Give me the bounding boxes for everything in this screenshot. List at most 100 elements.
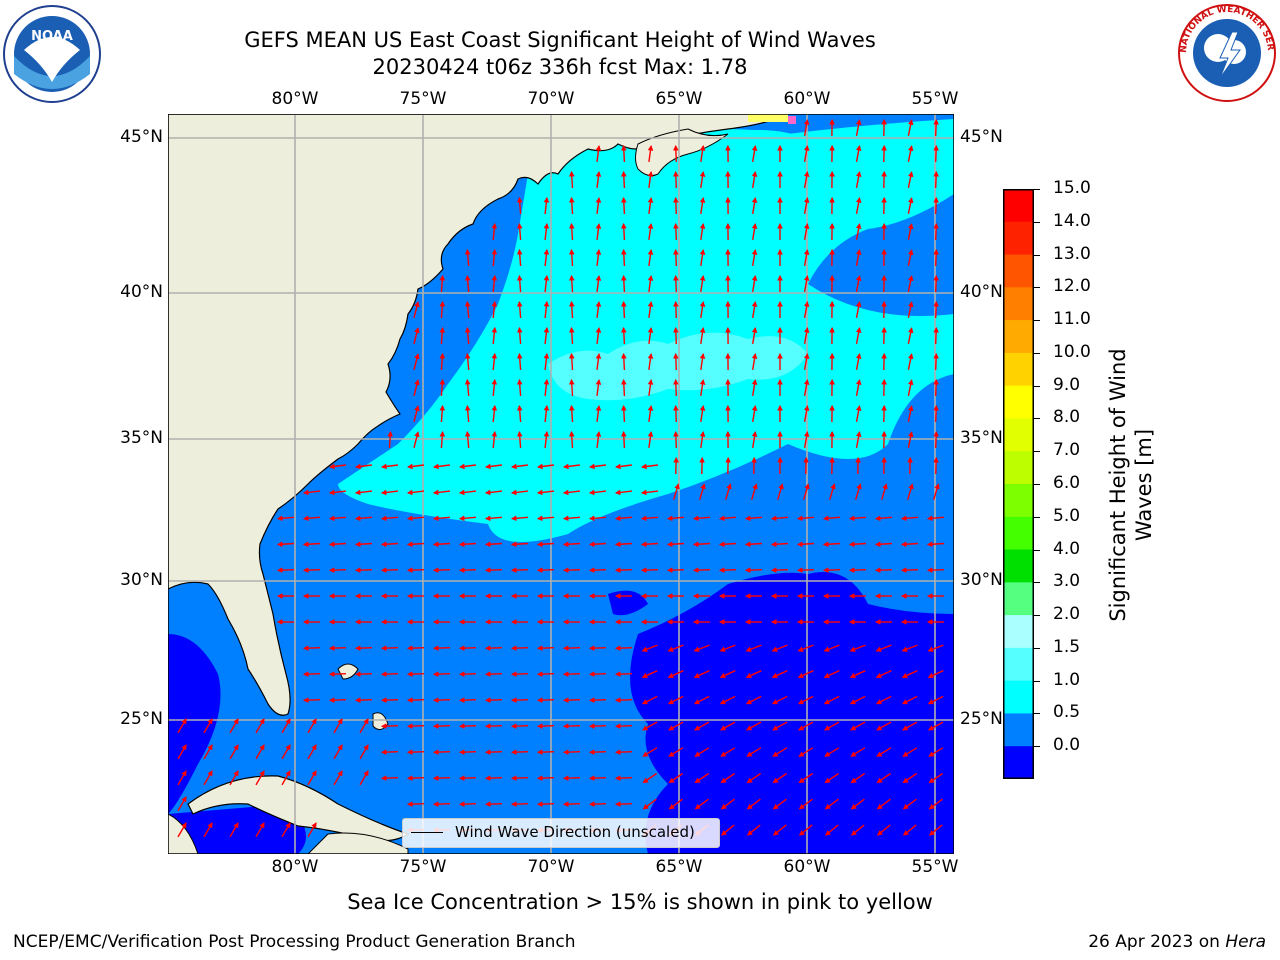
- lon-label-top: 80°W: [271, 89, 319, 109]
- wave-direction-arrow: [543, 404, 550, 423]
- wave-direction-arrow: [902, 824, 917, 836]
- wave-direction-arrow: [668, 772, 683, 784]
- wave-direction-arrow: [464, 326, 471, 345]
- wave-direction-arrow: [933, 378, 939, 397]
- wave-direction-arrow: [673, 222, 679, 241]
- wave-direction-arrow: [458, 489, 477, 496]
- wave-direction-arrow: [933, 326, 939, 345]
- lon-label-top: 60°W: [783, 89, 831, 109]
- colorbar-tick-label: 1.0: [1053, 669, 1081, 690]
- wave-direction-arrow: [333, 770, 343, 786]
- wave-direction-arrow: [744, 515, 763, 522]
- wave-direction-arrow: [751, 248, 758, 267]
- wave-direction-arrow: [302, 697, 321, 703]
- map-legend: Wind Wave Direction (unscaled): [402, 818, 720, 848]
- wave-direction-arrow: [516, 352, 523, 371]
- wave-direction-arrow: [543, 222, 550, 241]
- wave-direction-arrow: [588, 541, 607, 548]
- colorbar-tick-label: 3.0: [1053, 571, 1081, 592]
- colorbar: [1003, 189, 1034, 780]
- wave-direction-arrow: [798, 798, 813, 810]
- wave-direction-arrow: [621, 248, 627, 267]
- wave-direction-arrow: [484, 463, 502, 470]
- wave-direction-arrow: [614, 775, 633, 781]
- wave-direction-arrow: [328, 645, 347, 651]
- wave-direction-arrow: [255, 822, 265, 838]
- wave-direction-arrow: [797, 695, 814, 705]
- wave-direction-arrow: [484, 645, 503, 651]
- wave-direction-arrow: [876, 721, 892, 731]
- wave-direction-arrow: [432, 645, 451, 651]
- wave-direction-arrow: [933, 118, 939, 137]
- wave-direction-arrow: [855, 144, 862, 163]
- wave-direction-arrow: [229, 770, 239, 786]
- wave-direction-arrow: [516, 326, 523, 345]
- wave-direction-arrow: [406, 697, 425, 703]
- wave-direction-arrow: [387, 430, 394, 449]
- wave-direction-arrow: [902, 798, 917, 810]
- wave-direction-arrow: [745, 670, 762, 679]
- wave-direction-arrow: [902, 747, 918, 757]
- wave-direction-arrow: [673, 196, 679, 215]
- wave-direction-arrow: [621, 144, 627, 163]
- wave-direction-arrow: [328, 515, 347, 522]
- chart-subtitle: 20230424 t06z 336h fcst Max: 1.78: [372, 55, 748, 79]
- wave-direction-arrow: [673, 170, 679, 189]
- wave-direction-arrow: [928, 824, 943, 836]
- wave-direction-arrow: [907, 431, 914, 448]
- wave-direction-arrow: [933, 430, 939, 449]
- wave-direction-arrow: [595, 378, 602, 396]
- wave-direction-arrow: [458, 775, 477, 781]
- wave-direction-arrow: [491, 352, 498, 371]
- wave-direction-arrow: [406, 723, 425, 729]
- wave-direction-arrow: [255, 718, 265, 734]
- colorbar-tick-mark: [1034, 582, 1040, 584]
- wave-direction-arrow: [439, 352, 446, 371]
- colorbar-tick-label: 5.0: [1053, 505, 1081, 526]
- wave-direction-arrow: [458, 749, 477, 755]
- wave-direction-arrow: [647, 430, 654, 448]
- colorbar-tick-label: 11.0: [1053, 309, 1091, 330]
- footer-left: NCEP/EMC/Verification Post Processing Pr…: [13, 932, 576, 952]
- wave-direction-arrow: [823, 670, 840, 679]
- wave-direction-arrow: [568, 352, 575, 371]
- wave-direction-arrow: [673, 378, 679, 397]
- wave-direction-arrow: [276, 567, 295, 573]
- wave-direction-arrow: [588, 463, 606, 470]
- lon-label-bottom: 80°W: [271, 857, 319, 877]
- wave-direction-arrow: [439, 326, 446, 345]
- wave-direction-arrow: [406, 801, 425, 807]
- colorbar-tick-mark: [1034, 352, 1040, 354]
- wave-direction-arrow: [413, 301, 420, 318]
- wave-direction-arrow: [536, 723, 555, 729]
- wave-direction-arrow: [255, 770, 265, 786]
- lat-label-right: 35°N: [960, 428, 1003, 448]
- wave-direction-arrow: [510, 801, 529, 807]
- low-wave-region: [630, 572, 954, 854]
- wave-direction-arrow: [647, 326, 654, 344]
- wave-direction-arrow: [673, 352, 679, 371]
- wave-direction-arrow: [822, 541, 841, 548]
- colorbar-tick-label: 15.0: [1053, 178, 1091, 198]
- wave-direction-arrow: [902, 721, 918, 731]
- footer-date: 26 Apr 2023 on: [1088, 932, 1226, 952]
- wave-direction-arrow: [699, 326, 706, 345]
- wave-direction-arrow: [719, 670, 736, 679]
- colorbar-segment: [1003, 320, 1034, 354]
- wave-direction-arrow: [354, 541, 373, 548]
- wave-direction-arrow: [848, 541, 867, 548]
- wave-direction-arrow: [694, 798, 709, 810]
- wave-direction-arrow: [510, 489, 529, 496]
- wave-direction-arrow: [720, 824, 735, 836]
- wave-direction-arrow: [927, 695, 944, 705]
- wave-direction-arrow: [926, 567, 945, 573]
- wave-direction-arrow: [933, 300, 939, 319]
- wave-direction-arrow: [907, 171, 914, 188]
- footer-host: Hera: [1225, 932, 1266, 952]
- wave-direction-arrow: [614, 697, 633, 703]
- map-panel: [167, 113, 955, 855]
- wave-direction-arrow: [406, 645, 425, 651]
- wave-direction-arrow: [439, 300, 446, 319]
- wave-direction-arrow: [491, 248, 498, 267]
- colorbar-segment: [1003, 385, 1034, 420]
